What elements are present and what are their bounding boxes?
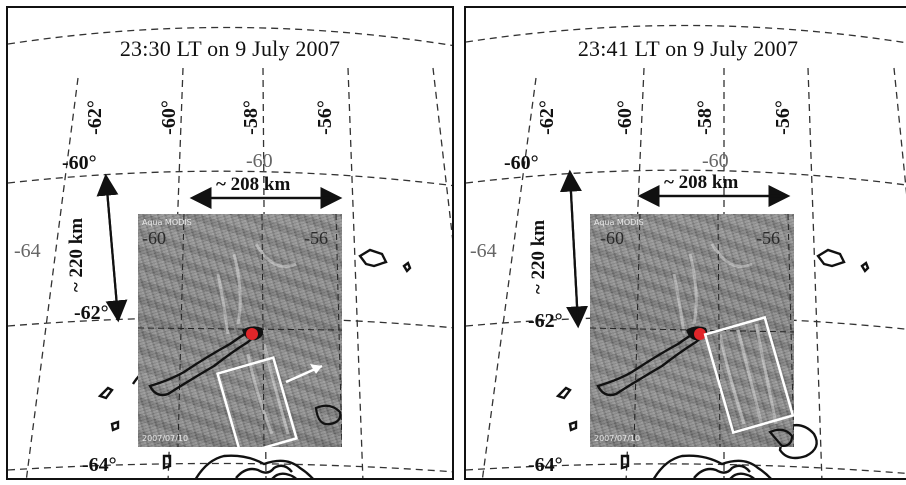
lon-label-58: -58°	[693, 100, 716, 135]
map-panel-left: 23:30 LT on 9 July 2007 -62° -60° -58° -…	[6, 6, 454, 480]
epicenter-marker	[694, 328, 706, 340]
wave-region-box	[703, 315, 794, 435]
panel-title: 23:41 LT on 9 July 2007	[577, 36, 799, 61]
satellite-overlay	[590, 214, 794, 447]
satellite-image: Aqua MODIS 2007/07/10 -60 -56	[138, 214, 342, 447]
satellite-caption-top: Aqua MODIS	[594, 218, 644, 227]
map-panel-right: 23:41 LT on 9 July 2007 -62° -60° -58° -…	[464, 6, 906, 480]
distance-vertical-label: ~ 220 km	[66, 217, 88, 293]
distance-horizontal-label: ~ 208 km	[664, 172, 739, 193]
lon-label-62: -62°	[535, 100, 558, 135]
left-lat-label: -64	[14, 240, 41, 262]
lon-label-56: -56°	[771, 100, 794, 135]
satellite-caption-bottom: 2007/07/10	[594, 434, 641, 443]
lon-label-58: -58°	[239, 100, 262, 135]
satellite-image: Aqua MODIS 2007/07/10 -60 -56	[590, 214, 794, 447]
lat-label-64: -64°	[82, 454, 117, 476]
left-lat-label: -64	[470, 240, 497, 262]
inner-lon-label: -60	[702, 150, 729, 172]
lat-label-60: -60°	[62, 152, 97, 174]
panel-title: 23:30 LT on 9 July 2007	[119, 36, 341, 61]
propagation-arrow	[310, 364, 322, 374]
lon-label-56: -56°	[313, 100, 336, 135]
sat-lon-label-56: -56	[756, 228, 780, 248]
lat-label-60: -60°	[504, 152, 539, 174]
distance-horizontal-label: ~ 208 km	[216, 174, 291, 195]
satellite-overlay	[138, 214, 342, 447]
distance-vertical-label: ~ 220 km	[528, 219, 550, 295]
lat-label-62: -62°	[528, 310, 563, 332]
sat-lon-label-60: -60	[142, 228, 166, 248]
lon-label-60: -60°	[613, 100, 636, 135]
satellite-texture	[138, 214, 342, 447]
lon-label-60: -60°	[157, 100, 180, 135]
epicenter-marker	[246, 328, 258, 340]
satellite-caption-bottom: 2007/07/10	[142, 434, 189, 443]
sat-lon-label-60: -60	[600, 228, 624, 248]
inner-lon-label: -60	[246, 150, 273, 172]
lat-label-64: -64°	[528, 454, 563, 476]
lat-label-62: -62°	[74, 302, 109, 324]
satellite-caption-top: Aqua MODIS	[142, 218, 192, 227]
lon-label-62: -62°	[83, 100, 106, 135]
wave-region-box	[216, 356, 298, 447]
sat-lon-label-56: -56	[304, 228, 328, 248]
